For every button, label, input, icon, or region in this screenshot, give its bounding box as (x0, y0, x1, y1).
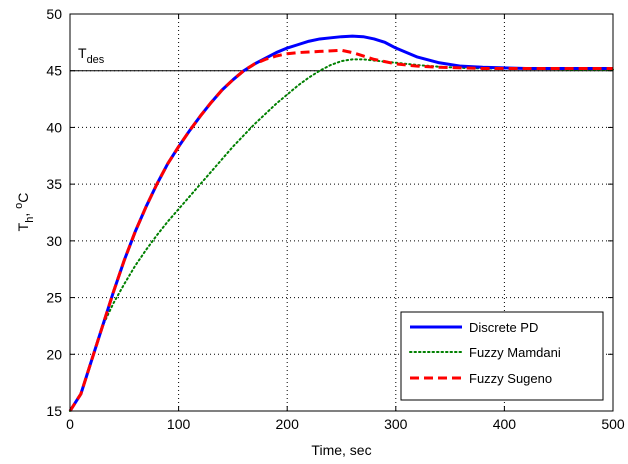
y-tick-label: 45 (46, 63, 62, 79)
x-tick-label: 300 (384, 416, 408, 432)
x-tick-label: 500 (601, 416, 625, 432)
x-axis-title: Time, sec (311, 442, 371, 458)
x-tick-label: 200 (276, 416, 300, 432)
series-group (68, 34, 614, 412)
legend-label-discrete-pd: Discrete PD (469, 320, 538, 335)
y-tick-label: 15 (46, 403, 62, 419)
x-tick-label: 400 (493, 416, 517, 432)
legend-label-fuzzy-sugeno: Fuzzy Sugeno (469, 371, 552, 386)
y-tick-label: 35 (46, 176, 62, 192)
y-tick-label: 25 (46, 290, 62, 306)
axis-ticks: 0 100 200 300 400 500 15 20 25 30 35 40 45 50 (46, 6, 624, 432)
reference-line-label-main: T (78, 45, 87, 61)
y-axis-title-unit: C (15, 193, 31, 203)
reference-line-label: Tdes (78, 45, 105, 66)
y-tick-label: 50 (46, 6, 62, 22)
legend: Discrete PD Fuzzy Mamdani Fuzzy Sugeno (400, 311, 604, 401)
y-tick-label: 40 (46, 119, 62, 135)
y-tick-label: 30 (46, 233, 62, 249)
x-tick-label: 0 (66, 416, 74, 432)
y-tick-label: 20 (46, 346, 62, 362)
y-axis-title-main: T (15, 222, 31, 231)
series-line-discrete-pd (68, 34, 613, 412)
series-line-fuzzy-sugeno (68, 48, 613, 412)
reference-line-label-sub: des (87, 54, 105, 66)
x-tick-label: 100 (167, 416, 191, 432)
legend-label-fuzzy-mamdani: Fuzzy Mamdani (469, 345, 561, 360)
y-axis-title-sub: h (24, 217, 36, 223)
y-axis-title-unit-sup: o (13, 203, 25, 209)
y-axis-title: Th, oC (13, 193, 36, 232)
plot-frame (69, 13, 614, 412)
